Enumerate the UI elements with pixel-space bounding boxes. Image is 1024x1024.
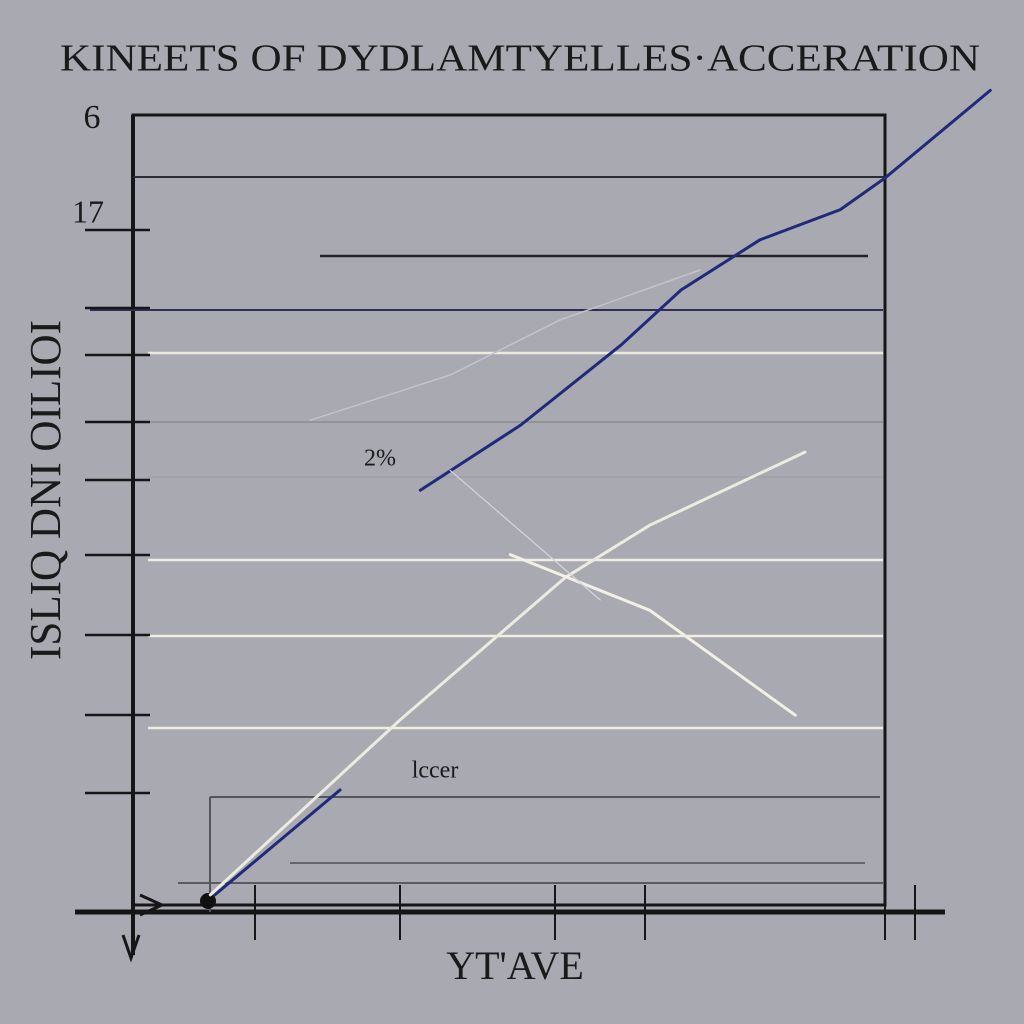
chart-title: KINEETS OF DYDLAMTYELLES·ACCERATION [60, 38, 980, 80]
annotation: 6 [84, 99, 101, 136]
origin-dot [200, 893, 216, 909]
frame [75, 113, 945, 963]
data-line [213, 88, 992, 897]
data-line [309, 269, 701, 422]
annotation: lccer [412, 758, 459, 784]
axis-arrow [121, 934, 141, 963]
axis-arrow [139, 893, 166, 917]
annotation: 2% [364, 446, 396, 472]
x-axis-label: YT'AVE [446, 943, 584, 988]
y-axis-label: ISLIQ DNI OILIOI [21, 320, 70, 660]
data-line [508, 553, 797, 717]
data-line [449, 469, 601, 601]
annotation: 17 [72, 193, 104, 229]
